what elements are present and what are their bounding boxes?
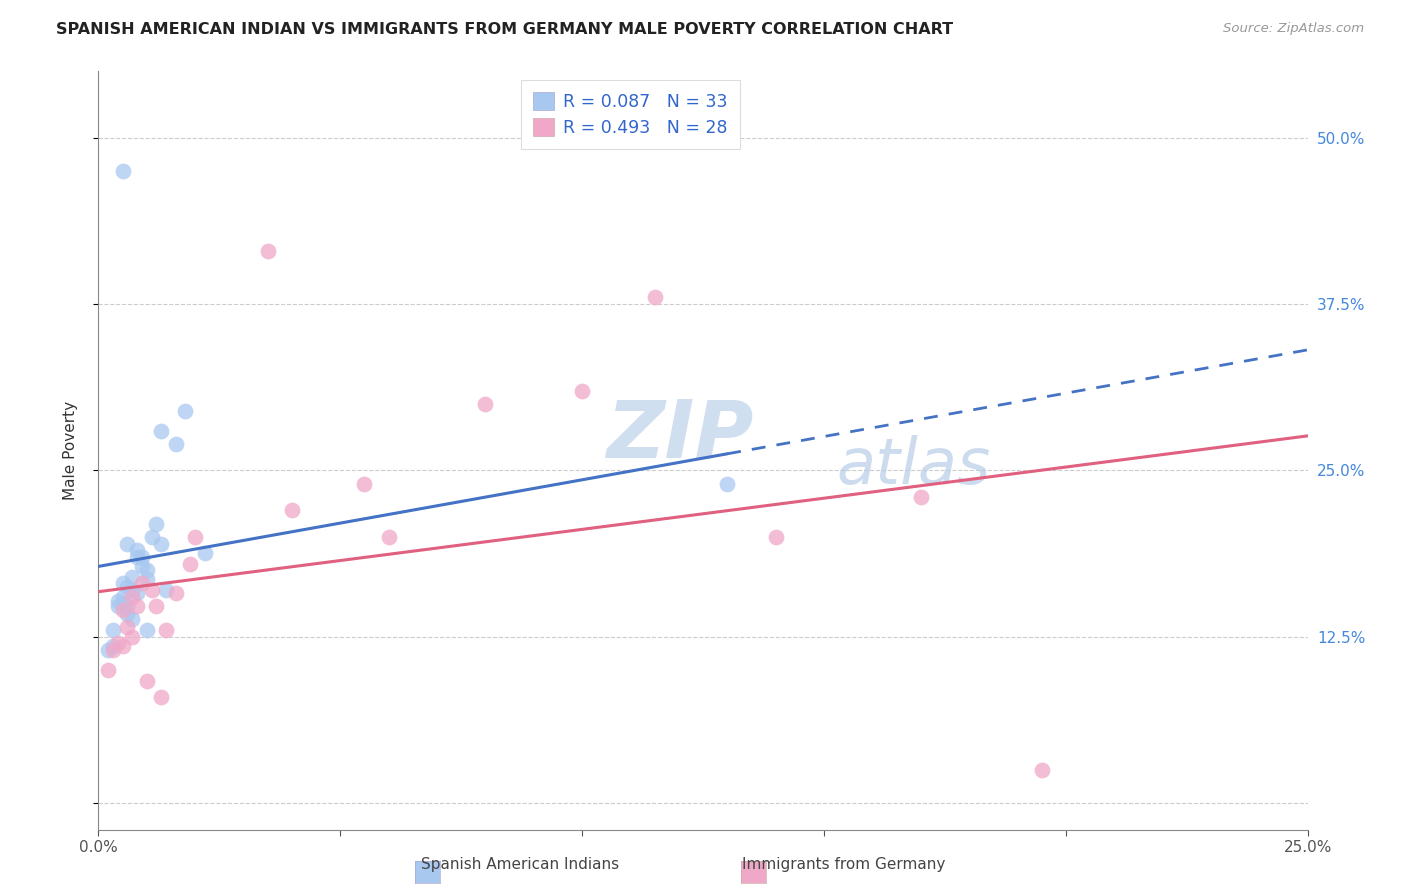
Point: [141, 530, 163, 544]
Point: [121, 612, 143, 626]
Point: [644, 291, 666, 305]
Point: [121, 590, 143, 604]
Point: [121, 570, 143, 584]
Point: [101, 623, 124, 637]
Point: [111, 596, 134, 610]
Point: [101, 639, 124, 653]
Point: [127, 549, 149, 564]
Point: [97, 643, 120, 657]
Point: [131, 576, 153, 591]
Point: [135, 673, 157, 688]
Point: [150, 424, 173, 438]
Point: [107, 594, 129, 608]
Point: [111, 164, 134, 178]
Point: [111, 603, 134, 617]
Point: [127, 599, 149, 613]
Point: [117, 607, 139, 621]
Point: [101, 643, 124, 657]
Point: [174, 403, 197, 417]
Point: [107, 599, 129, 613]
Point: [194, 546, 217, 560]
Point: [155, 583, 177, 598]
Text: ZIP: ZIP: [606, 396, 754, 475]
Point: [150, 536, 173, 550]
Point: [121, 630, 143, 644]
Point: [474, 397, 496, 411]
Point: [117, 599, 139, 613]
Point: [1031, 763, 1053, 777]
Point: [150, 690, 173, 704]
Point: [135, 623, 157, 637]
Point: [716, 476, 738, 491]
Point: [117, 536, 139, 550]
Point: [910, 490, 932, 504]
Point: [145, 599, 167, 613]
Point: [571, 384, 593, 398]
Point: [281, 503, 304, 517]
Point: [179, 557, 201, 571]
Point: [121, 583, 143, 598]
Point: [256, 244, 278, 258]
Y-axis label: Male Poverty: Male Poverty: [63, 401, 77, 500]
Text: Source: ZipAtlas.com: Source: ZipAtlas.com: [1223, 22, 1364, 36]
Point: [131, 549, 153, 564]
Point: [135, 573, 157, 587]
Point: [377, 530, 399, 544]
Legend: R = 0.087   N = 33, R = 0.493   N = 28: R = 0.087 N = 33, R = 0.493 N = 28: [522, 80, 740, 149]
Point: [127, 543, 149, 558]
Point: [145, 516, 167, 531]
Point: [165, 586, 187, 600]
Point: [111, 576, 134, 591]
Point: [141, 583, 163, 598]
Text: Spanish American Indians: Spanish American Indians: [422, 857, 619, 872]
Point: [131, 559, 153, 574]
Text: atlas: atlas: [837, 434, 990, 497]
Point: [117, 581, 139, 595]
Point: [765, 530, 787, 544]
Point: [127, 586, 149, 600]
Point: [111, 590, 134, 604]
Point: [111, 639, 134, 653]
Point: [353, 476, 375, 491]
Point: [165, 437, 187, 451]
Point: [97, 663, 120, 677]
Text: Immigrants from Germany: Immigrants from Germany: [742, 857, 945, 872]
Point: [135, 563, 157, 577]
Point: [155, 623, 177, 637]
Point: [184, 530, 207, 544]
Text: SPANISH AMERICAN INDIAN VS IMMIGRANTS FROM GERMANY MALE POVERTY CORRELATION CHAR: SPANISH AMERICAN INDIAN VS IMMIGRANTS FR…: [56, 22, 953, 37]
Point: [117, 620, 139, 634]
Point: [107, 636, 129, 650]
